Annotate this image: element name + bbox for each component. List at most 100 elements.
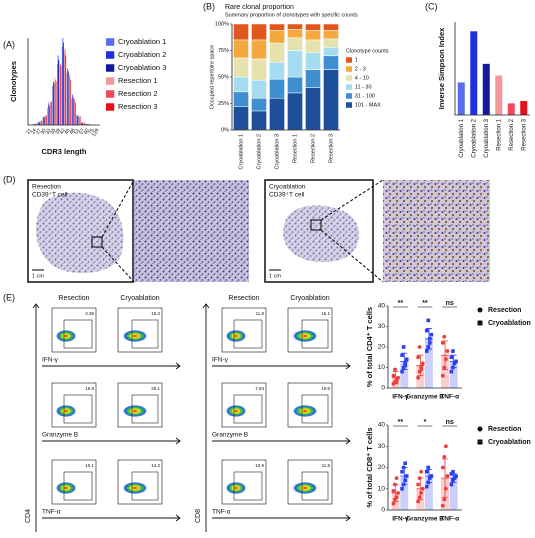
bar xyxy=(33,124,35,125)
marker-label: TNF-α xyxy=(212,509,231,516)
x-tick-label: Resection 3 xyxy=(521,118,527,150)
gate-percentage: 19.6 xyxy=(321,386,330,391)
bar xyxy=(441,355,449,388)
gate xyxy=(63,471,93,501)
x-tick-label: Resection 1 xyxy=(496,118,502,150)
gate-percentage: 14.2 xyxy=(151,463,160,468)
gate xyxy=(233,319,263,349)
data-point xyxy=(454,359,458,364)
bar-segment xyxy=(287,29,303,39)
gate xyxy=(301,471,329,501)
data-point xyxy=(417,476,422,481)
x-tick-label: Resection 1 xyxy=(292,134,298,163)
legend-label: Cryoablation 2 xyxy=(118,50,166,59)
bar-segment xyxy=(233,76,249,93)
data-point xyxy=(452,476,457,480)
data-point xyxy=(440,503,445,508)
bar xyxy=(73,100,75,125)
x-tick-label: Cryoablation 2 xyxy=(256,134,262,169)
gate-percentage: 15.3 xyxy=(151,311,160,316)
bar xyxy=(72,97,74,125)
flow-plot xyxy=(221,459,267,505)
data-point xyxy=(429,332,434,337)
inset-box xyxy=(91,236,103,248)
bar xyxy=(67,68,69,125)
data-point xyxy=(391,373,396,378)
bar xyxy=(49,100,51,125)
bar-segment xyxy=(287,37,303,51)
gate-percentage: 10.1 xyxy=(85,463,94,468)
bar xyxy=(59,62,60,125)
scale-label: 1 cm xyxy=(32,273,44,279)
bar-segment xyxy=(323,69,339,131)
axis-arrow xyxy=(212,514,351,522)
panel-label: (D) xyxy=(3,174,16,184)
column-header: Cryoablation xyxy=(120,295,159,302)
y-tick-label: 50% xyxy=(218,74,229,80)
bar xyxy=(54,77,56,125)
y-tick-label: 30 xyxy=(378,443,386,450)
data-point xyxy=(426,345,431,349)
bar xyxy=(416,365,425,388)
x-tick-label: 30 xyxy=(40,127,48,135)
bar-segment xyxy=(287,50,303,78)
data-point xyxy=(454,474,458,478)
gate xyxy=(301,319,329,349)
data-point xyxy=(400,353,404,357)
significance: ns xyxy=(446,300,454,307)
cell-population xyxy=(123,482,147,494)
zoom-image xyxy=(383,180,490,282)
bar xyxy=(83,123,85,125)
y-tick-label: 25% xyxy=(218,101,229,107)
chart-subtitle: Summary proportion of clonotypes with sp… xyxy=(225,12,358,18)
bar xyxy=(495,75,503,115)
bar xyxy=(79,117,80,125)
bar-segment xyxy=(269,30,285,44)
bar xyxy=(68,71,69,125)
gate-percentage: 7.63 xyxy=(255,386,264,391)
y-axis-label: % of total CD8⁺ T cells xyxy=(365,427,374,507)
bar xyxy=(45,116,47,125)
data-point xyxy=(403,361,407,366)
x-tick-label: IFN-γ xyxy=(392,516,409,523)
data-point xyxy=(400,486,404,491)
bar xyxy=(83,122,84,125)
significance: ** xyxy=(398,419,404,426)
x-tick-label: Granzyme B xyxy=(406,516,444,523)
panel-label: (C) xyxy=(425,1,438,11)
bar xyxy=(64,51,65,125)
bar xyxy=(38,121,40,125)
histology-title: Cryoablation xyxy=(269,184,306,191)
flow-plot xyxy=(51,459,97,505)
bar xyxy=(76,116,78,125)
axis-arrow xyxy=(212,362,351,370)
y-tick-label: 30 xyxy=(378,323,386,330)
bar xyxy=(425,338,433,388)
bar xyxy=(457,82,465,115)
bar xyxy=(71,98,73,125)
cell-population xyxy=(226,482,246,494)
y-axis-label: % of total CD4⁺ T cells xyxy=(365,307,374,387)
data-point xyxy=(445,349,450,353)
flow-plot xyxy=(287,382,333,428)
bar xyxy=(63,42,64,125)
histology-resection xyxy=(27,179,249,283)
zoom-line xyxy=(101,179,135,238)
gate-percentage: 25.1 xyxy=(151,386,160,391)
bar xyxy=(68,77,70,125)
axis xyxy=(387,306,462,389)
bar xyxy=(55,79,56,125)
data-point xyxy=(400,369,404,374)
column-header: Cryoablation xyxy=(290,295,329,302)
axis-arrow xyxy=(212,437,351,445)
bar xyxy=(82,123,84,125)
axis-arrow xyxy=(42,362,181,370)
x-tick-label: IFN-γ xyxy=(392,394,409,401)
bar xyxy=(62,38,64,125)
cell-population xyxy=(293,405,317,417)
data-point xyxy=(393,482,397,487)
bar xyxy=(52,85,53,125)
data-point xyxy=(442,365,447,370)
significance: * xyxy=(424,419,427,426)
